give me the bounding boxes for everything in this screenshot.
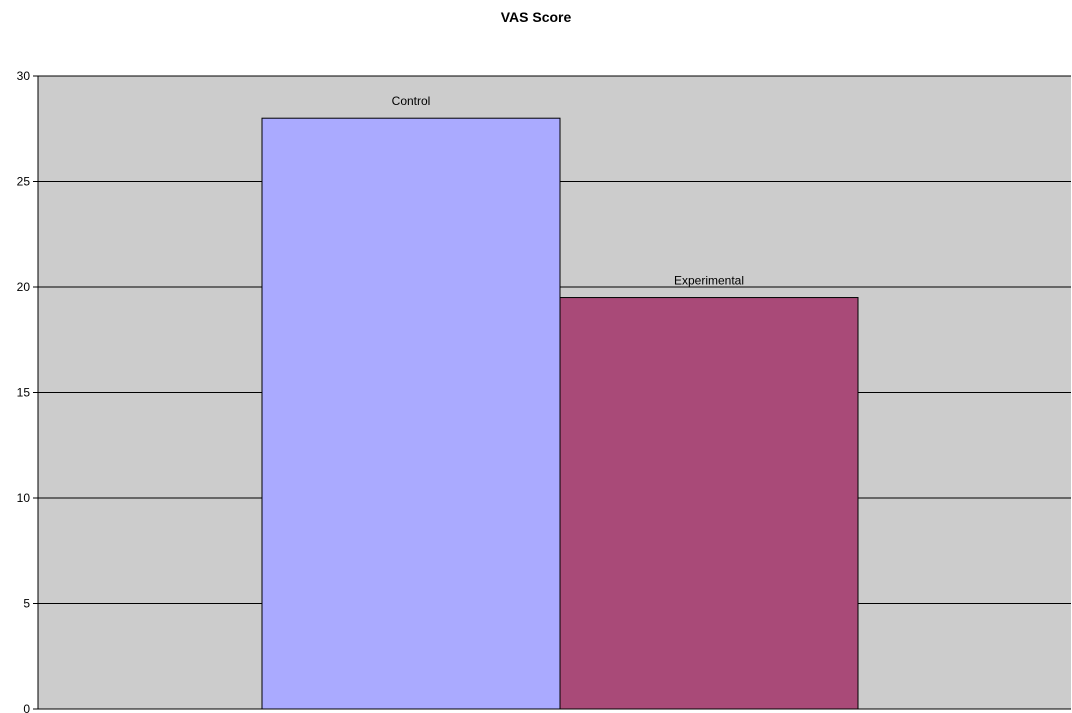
- y-tick-label: 5: [23, 597, 30, 611]
- y-tick-label: 0: [23, 702, 30, 713]
- bar-label-experimental: Experimental: [674, 274, 744, 288]
- bars: [261, 117, 859, 710]
- y-tick-label: 15: [17, 386, 31, 400]
- chart-title: VAS Score: [500, 9, 572, 25]
- y-tick-label: 10: [17, 491, 31, 505]
- y-tick-label: 30: [17, 69, 31, 83]
- y-tick-label: 25: [17, 175, 31, 189]
- bar-control: [261, 117, 561, 710]
- bar-label-control: Control: [392, 94, 431, 108]
- y-axis: 0 5 10 15 20 25 30: [17, 69, 39, 713]
- bar-experimental: [559, 297, 859, 710]
- data-labels: Control Experimental: [392, 94, 744, 287]
- y-tick-label: 20: [17, 280, 31, 294]
